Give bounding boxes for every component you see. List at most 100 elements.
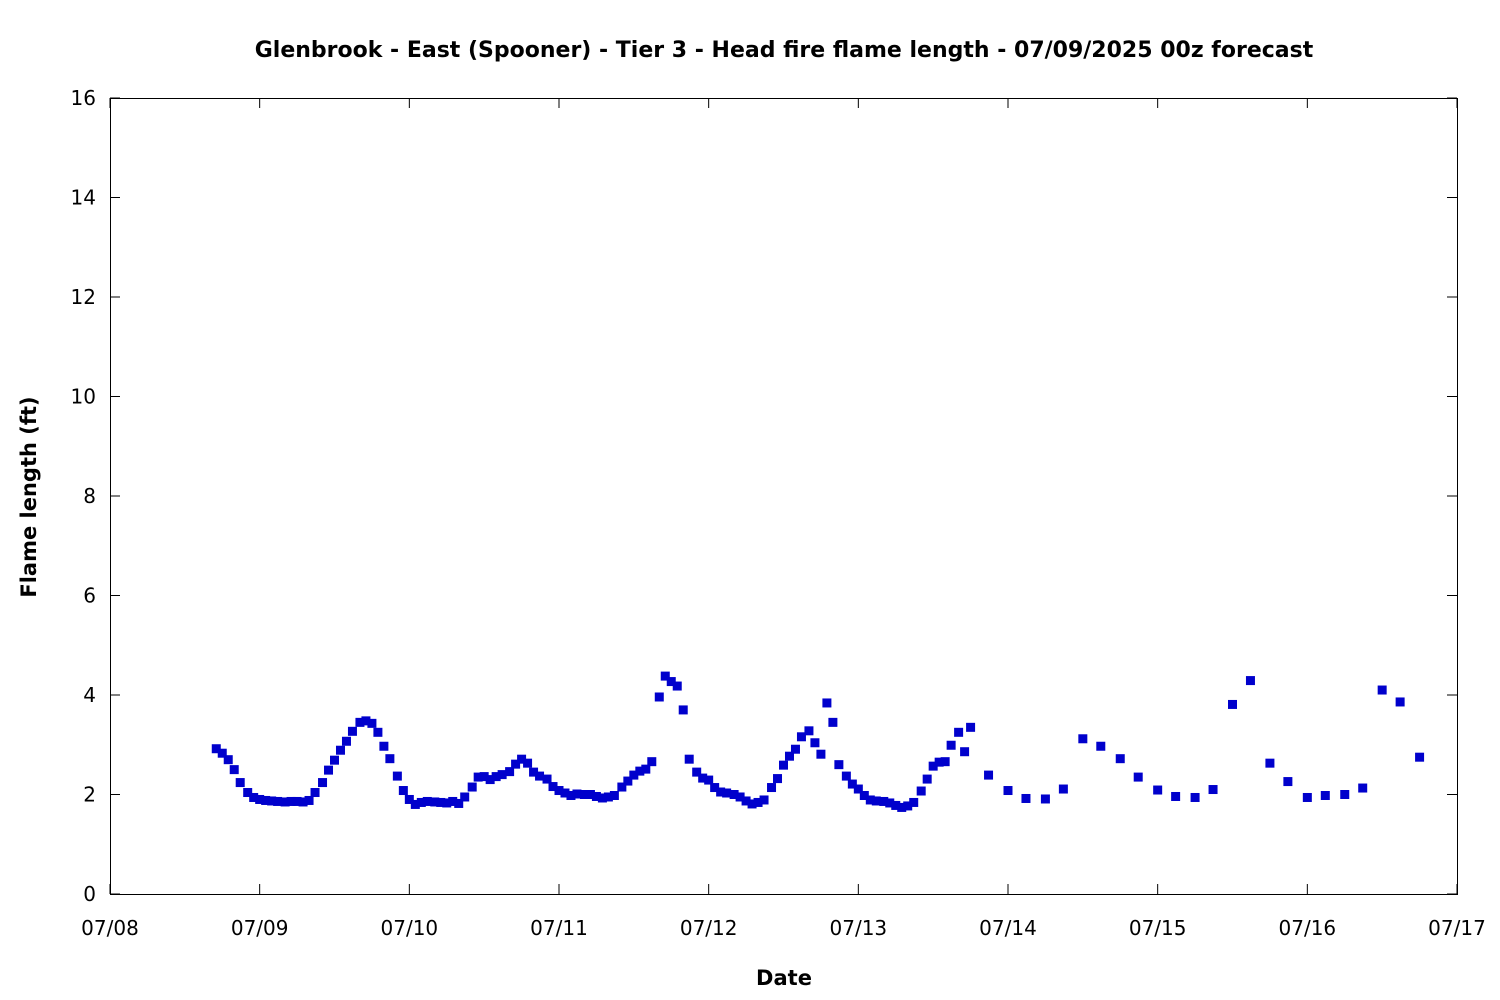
data-point: [473, 772, 483, 782]
data-point: [897, 802, 907, 812]
data-point: [841, 771, 851, 781]
data-point: [497, 770, 507, 780]
data-point: [654, 692, 664, 702]
x-tick-label: 07/17: [1428, 916, 1486, 940]
data-point: [511, 759, 521, 769]
y-tick-label: 2: [83, 783, 96, 807]
data-point: [560, 788, 570, 798]
data-point: [1078, 734, 1088, 744]
data-point: [865, 795, 875, 805]
data-point: [379, 741, 389, 751]
data-point: [597, 793, 607, 803]
data-point: [1133, 772, 1143, 782]
data-point: [341, 736, 351, 746]
data-point: [666, 677, 676, 687]
data-point: [692, 767, 702, 777]
data-point: [635, 766, 645, 776]
data-point: [1377, 685, 1387, 695]
data-point: [1096, 741, 1106, 751]
data-point: [641, 764, 651, 774]
data-point: [672, 681, 682, 691]
data-point: [585, 790, 595, 799]
data-point: [853, 784, 863, 794]
x-axis-label: Date: [756, 966, 812, 990]
x-tick-label: 07/15: [1129, 916, 1187, 940]
data-point: [1021, 793, 1031, 803]
data-point: [554, 786, 564, 796]
data-point: [467, 782, 477, 792]
data-point: [330, 755, 339, 765]
data-point: [436, 797, 446, 807]
data-point: [292, 796, 302, 806]
data-point: [984, 770, 994, 780]
data-point: [741, 796, 751, 806]
data-point: [255, 794, 265, 804]
data-point: [753, 797, 763, 807]
data-point: [1190, 792, 1200, 802]
data-point: [318, 778, 328, 788]
data-point: [235, 778, 245, 788]
data-point: [416, 797, 426, 807]
x-tick-label: 07/09: [231, 916, 289, 940]
data-point: [404, 794, 414, 804]
x-tick-label: 07/12: [680, 916, 738, 940]
data-point: [773, 774, 783, 784]
data-point: [804, 726, 814, 736]
data-point: [324, 765, 334, 775]
data-point: [249, 792, 259, 802]
data-point: [629, 770, 639, 780]
data-point: [1283, 777, 1293, 787]
data-point: [647, 757, 657, 767]
data-point: [310, 788, 320, 798]
data-point: [229, 765, 239, 775]
y-tick-label: 6: [83, 584, 96, 608]
data-point: [1320, 790, 1330, 800]
data-point: [280, 797, 290, 807]
data-point: [1058, 784, 1068, 794]
y-tick-label: 10: [71, 385, 96, 409]
y-tick-label: 8: [83, 484, 96, 508]
x-tick-label: 07/08: [81, 916, 139, 940]
data-point: [591, 791, 601, 801]
data-point: [460, 792, 470, 802]
data-point: [609, 790, 619, 800]
data-point: [1245, 676, 1255, 686]
data-point: [1115, 754, 1125, 764]
data-point: [1040, 794, 1050, 804]
data-point: [1415, 752, 1425, 762]
data-point: [828, 717, 838, 727]
data-point: [523, 758, 533, 768]
y-tick-label: 0: [83, 882, 96, 906]
data-point: [698, 773, 708, 783]
data-point: [572, 789, 582, 799]
data-point: [373, 727, 383, 737]
data-point: [1265, 758, 1275, 768]
data-point: [885, 798, 895, 808]
data-point: [273, 796, 283, 806]
data-point: [729, 790, 739, 799]
data-point: [1208, 785, 1218, 795]
data-point: [298, 797, 308, 807]
data-point: [1153, 785, 1163, 795]
data-point: [847, 779, 857, 789]
data-point: [940, 757, 950, 767]
data-point: [517, 754, 527, 764]
data-point: [810, 738, 820, 748]
data-point: [716, 787, 726, 797]
data-point: [784, 751, 794, 761]
data-point: [704, 775, 714, 785]
data-point: [623, 776, 633, 786]
data-point: [535, 771, 545, 781]
data-point: [722, 788, 732, 798]
data-point: [430, 797, 440, 807]
data-point: [922, 774, 932, 784]
x-tick-label: 07/16: [1279, 916, 1337, 940]
data-point: [392, 771, 402, 781]
data-point: [1003, 786, 1013, 796]
data-point: [422, 796, 432, 806]
data-point: [243, 788, 253, 798]
data-point: [217, 748, 227, 758]
data-point: [479, 772, 489, 782]
data-point: [767, 783, 777, 793]
data-point: [566, 790, 576, 800]
